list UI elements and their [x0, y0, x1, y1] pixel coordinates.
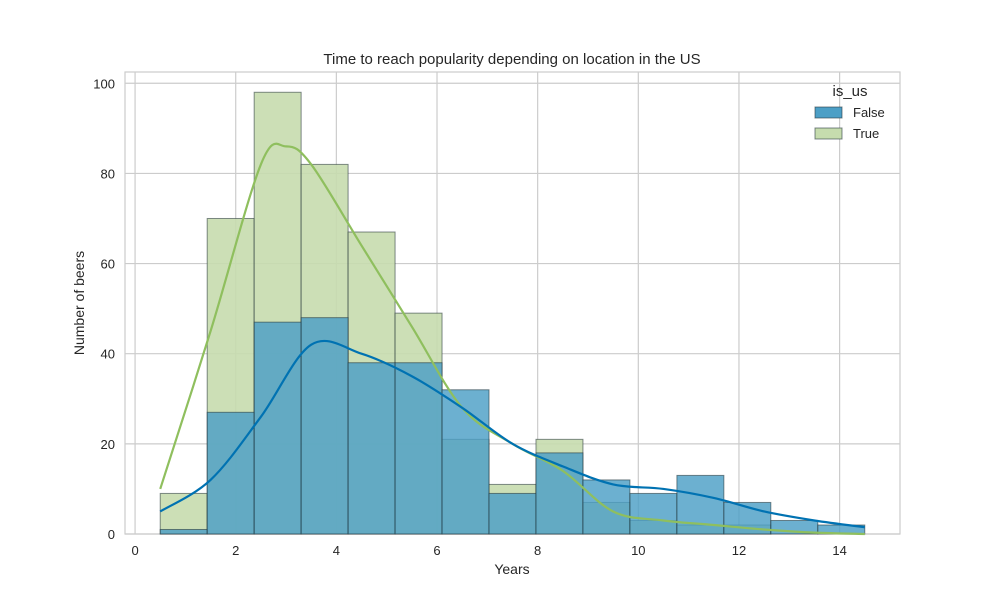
- chart-title: Time to reach popularity depending on lo…: [323, 51, 700, 68]
- legend-title: is_us: [832, 83, 867, 100]
- bar-false: [253, 321, 302, 535]
- bar-false: [394, 362, 443, 535]
- kde-curves: [159, 142, 865, 536]
- bar-false: [535, 452, 584, 535]
- bar-false: [488, 492, 537, 535]
- y-tick-label: 20: [101, 437, 115, 452]
- y-tick-label: 40: [101, 347, 115, 362]
- x-tick-label: 10: [631, 543, 645, 558]
- legend-swatch-true: [814, 127, 843, 140]
- x-tick-label: 12: [732, 543, 746, 558]
- bar-false: [629, 492, 678, 535]
- y-tick-label: 80: [101, 166, 115, 181]
- legend-swatch-false: [814, 106, 843, 119]
- bar-false: [347, 362, 396, 535]
- bar-false: [300, 317, 349, 535]
- x-tick-label: 8: [534, 543, 541, 558]
- x-axis-label: Years: [494, 561, 529, 577]
- y-tick-label: 100: [93, 76, 115, 91]
- bar-false: [441, 389, 490, 535]
- x-tick-label: 6: [433, 543, 440, 558]
- x-tick-label: 4: [333, 543, 340, 558]
- kde-line-true: [159, 142, 865, 536]
- legend: is_us False True: [814, 83, 885, 141]
- x-tick-label: 14: [832, 543, 846, 558]
- y-axis-label: Number of beers: [71, 251, 87, 355]
- y-tick-labels: 0 20 40 60 80 100: [93, 76, 115, 542]
- x-tick-label: 2: [232, 543, 239, 558]
- legend-label-true: True: [853, 126, 879, 141]
- y-tick-label: 0: [108, 527, 115, 542]
- legend-label-false: False: [853, 105, 885, 120]
- kde-line-false: [159, 339, 865, 529]
- bar-false: [159, 528, 208, 535]
- bar-false: [206, 411, 255, 535]
- y-tick-label: 60: [101, 257, 115, 272]
- x-tick-label: 0: [131, 543, 138, 558]
- x-tick-labels: 0 2 4 6 8 10 12 14: [131, 543, 846, 558]
